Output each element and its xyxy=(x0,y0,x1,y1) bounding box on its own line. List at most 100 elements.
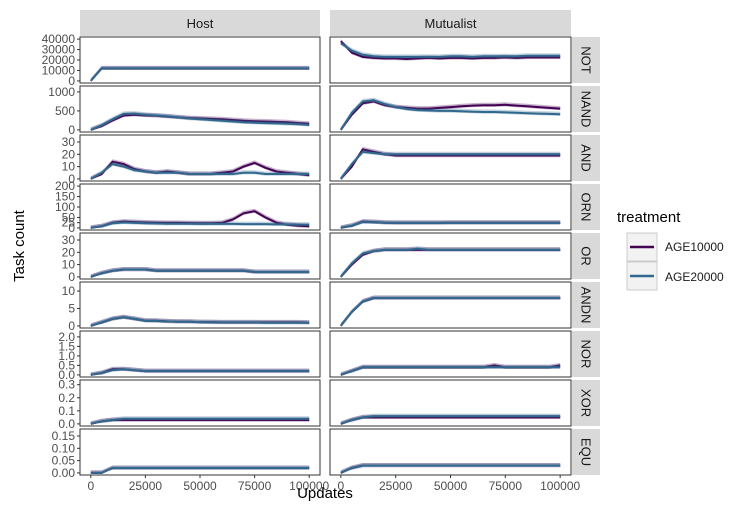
ribbon-age20000-not-host xyxy=(90,65,310,81)
y-tick-label: 5 xyxy=(68,301,75,315)
x-tick-label: 0 xyxy=(87,479,94,493)
line-age20000-nand-mutualist xyxy=(339,99,561,131)
ribbon-age10000-not-host xyxy=(90,65,310,81)
row-strip-label-xor: XOR xyxy=(579,389,594,417)
y-tick-label: 100 xyxy=(55,200,75,214)
line-age10000-xor-host xyxy=(90,419,310,425)
y-tick-label: 0.3 xyxy=(58,378,75,392)
panel-andn-mutualist xyxy=(329,281,572,329)
y-tick-label: 500 xyxy=(55,104,75,118)
line-age20000-orn-host xyxy=(90,221,310,229)
strip-host xyxy=(80,10,320,36)
y-tick-label: 20 xyxy=(62,147,76,161)
x-tick-label: 50000 xyxy=(434,479,468,493)
legend-label-age20000: AGE20000 xyxy=(665,270,724,284)
strip-mutualist xyxy=(330,10,571,36)
y-tick-label: 10 xyxy=(62,160,76,174)
x-tick-label: 25000 xyxy=(129,479,163,493)
ribbon-age10000-and-host xyxy=(90,159,310,179)
x-tick-label: 100000 xyxy=(289,479,329,493)
panel-not-host xyxy=(79,36,321,84)
y-tick-label: 0 xyxy=(68,172,75,186)
y-tick-label: 50 xyxy=(62,210,76,224)
x-tick-label: 100000 xyxy=(540,479,580,493)
y-tick-label: 40000 xyxy=(42,32,76,46)
ribbon-age10000-not-mutualist xyxy=(340,39,561,61)
y-tick-label: 0.15 xyxy=(52,429,76,443)
strip-label-mutualist: Mutualist xyxy=(424,16,476,31)
row-strip-andn xyxy=(572,282,600,328)
strip-label-host: Host xyxy=(187,16,214,31)
panel-and-mutualist xyxy=(329,134,572,182)
x-tick-label: 75000 xyxy=(489,479,523,493)
y-tick-label: 1.0 xyxy=(58,349,75,363)
row-strip-label-equ: EQU xyxy=(579,438,594,466)
panel-not-mutualist xyxy=(329,36,572,84)
y-tick-label: 10000 xyxy=(42,63,76,77)
y-tick-label: 0 xyxy=(68,123,75,137)
panel-andn-host xyxy=(79,281,321,329)
y-tick-label: 0.00 xyxy=(52,466,76,480)
y-tick-label: 0 xyxy=(68,221,75,235)
x-axis-title: Updates xyxy=(297,485,353,502)
row-strip-label-not: NOT xyxy=(579,46,594,74)
row-strip-nand xyxy=(572,86,600,132)
line-age20000-equ-mutualist xyxy=(340,464,561,474)
y-tick-label: 20000 xyxy=(42,53,76,67)
y-tick-label: 0 xyxy=(68,74,75,88)
y-tick-label: 25 xyxy=(62,216,76,230)
line-age20000-not-mutualist xyxy=(340,42,561,58)
line-age20000-andn-host xyxy=(90,316,310,327)
x-tick-label: 75000 xyxy=(238,479,272,493)
x-tick-label: 50000 xyxy=(183,479,217,493)
y-tick-label: 0.0 xyxy=(58,417,75,431)
panels-layer: Host MutualistNOT010000200003000040000NAN… xyxy=(42,10,600,493)
panel-or-mutualist xyxy=(329,232,572,280)
row-strip-nor xyxy=(572,331,600,377)
y-tick-label: 1000 xyxy=(48,85,75,99)
legend: treatment AGE10000 AGE20000 xyxy=(617,209,724,291)
y-tick-label: 0.05 xyxy=(52,454,76,468)
ribbon-age20000-nand-host xyxy=(90,111,310,130)
row-strip-label-or: OR xyxy=(579,246,594,266)
ribbon-age20000-nand-mutualist xyxy=(340,97,561,130)
y-tick-label: 20 xyxy=(62,245,76,259)
y-tick-label: 10 xyxy=(62,258,76,272)
panel-nor-mutualist xyxy=(329,330,572,378)
y-tick-label: 200 xyxy=(55,179,75,193)
line-age20000-not-host xyxy=(90,67,310,82)
y-tick-label: 30 xyxy=(62,233,76,247)
legend-label-age10000: AGE10000 xyxy=(665,240,724,254)
line-age20000-and-host xyxy=(90,163,310,180)
panel-nand-mutualist xyxy=(329,85,572,133)
y-tick-label: 150 xyxy=(55,190,75,204)
ribbon-age10000-nand-host xyxy=(90,112,310,130)
row-strip-and xyxy=(572,135,600,181)
y-tick-label: 0.1 xyxy=(58,404,75,418)
line-age10000-xor-mutualist xyxy=(340,416,561,425)
y-tick-label: 30000 xyxy=(42,43,76,57)
line-age20000-and-mutualist xyxy=(339,150,561,180)
row-strip-or xyxy=(572,233,600,279)
line-age20000-nor-mutualist xyxy=(340,366,561,376)
y-tick-label: 30 xyxy=(62,135,76,149)
y-tick-label: 0.2 xyxy=(58,391,75,405)
line-age20000-nor-host xyxy=(90,368,310,376)
line-age20000-or-mutualist xyxy=(340,247,561,278)
row-strip-label-and: AND xyxy=(579,144,594,171)
row-strip-equ xyxy=(572,429,600,475)
line-age10000-not-mutualist xyxy=(340,40,561,61)
line-age20000-orn-mutualist xyxy=(340,221,561,229)
row-strip-label-orn: ORN xyxy=(579,193,594,222)
y-tick-label: 0 xyxy=(68,270,75,284)
x-tick-label: 0 xyxy=(338,479,345,493)
row-strip-orn xyxy=(572,184,600,230)
y-tick-label: 0 xyxy=(68,319,75,333)
row-strip-label-andn: ANDN xyxy=(579,287,594,324)
legend-entry-age20000: AGE20000 xyxy=(626,261,724,291)
line-age20000-xor-host xyxy=(90,417,310,425)
panel-xor-mutualist xyxy=(329,379,572,427)
row-strip-xor xyxy=(572,380,600,426)
line-age20000-andn-mutualist xyxy=(340,297,561,327)
line-age10000-nand-mutualist xyxy=(339,100,561,131)
